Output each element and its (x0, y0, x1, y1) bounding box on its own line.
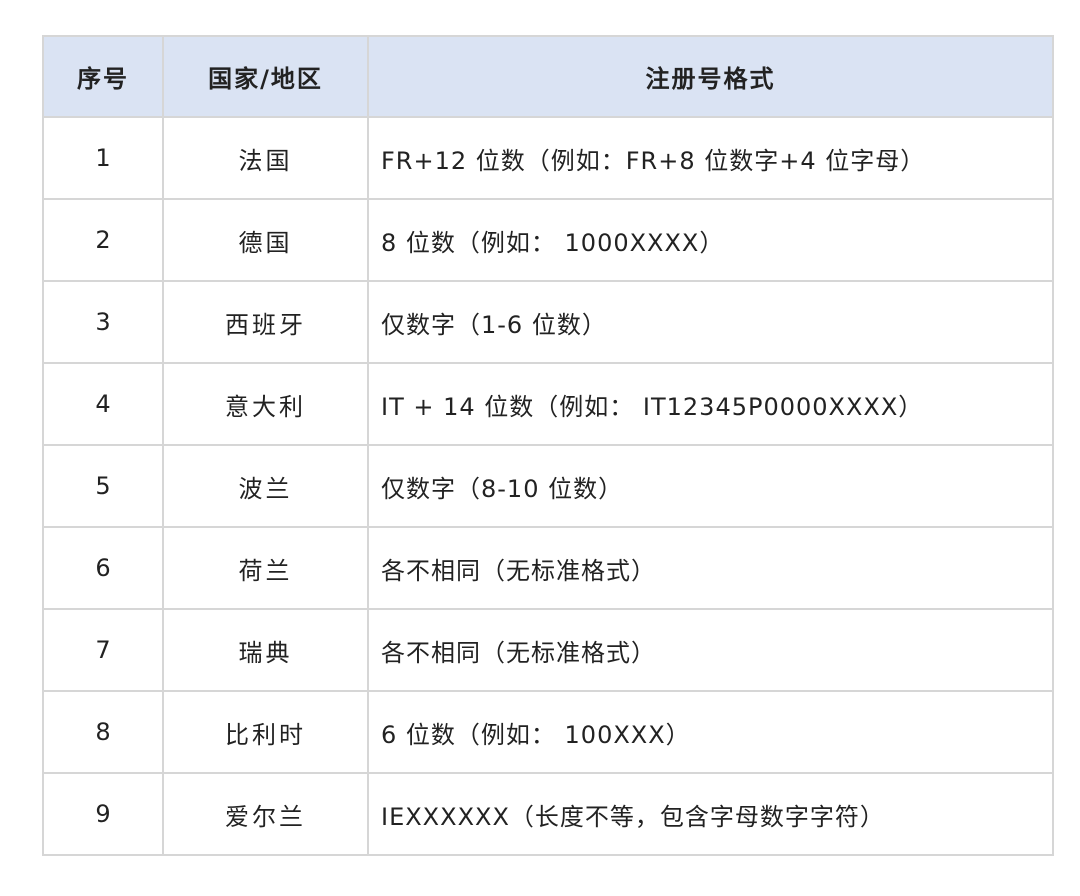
cell-index: 9 (42, 772, 164, 856)
cell-format: 各不相同（无标准格式） (367, 526, 1054, 610)
table-row: 2 德国 8 位数（例如： 1000XXXX） (42, 198, 1054, 282)
cell-format: 仅数字（8-10 位数） (367, 444, 1054, 528)
cell-country: 德国 (162, 198, 369, 282)
cell-country: 荷兰 (162, 526, 369, 610)
table-row: 6 荷兰 各不相同（无标准格式） (42, 526, 1054, 610)
cell-index: 1 (42, 116, 164, 200)
table-header-row: 序号 国家/地区 注册号格式 (42, 35, 1054, 118)
table-row: 3 西班牙 仅数字（1-6 位数） (42, 280, 1054, 364)
cell-format: FR+12 位数（例如：FR+8 位数字+4 位字母） (367, 116, 1054, 200)
cell-index: 2 (42, 198, 164, 282)
cell-format: 仅数字（1-6 位数） (367, 280, 1054, 364)
cell-country: 比利时 (162, 690, 369, 774)
cell-index: 3 (42, 280, 164, 364)
header-index: 序号 (42, 35, 164, 118)
cell-index: 4 (42, 362, 164, 446)
cell-country: 瑞典 (162, 608, 369, 692)
cell-format: IEXXXXXX（长度不等，包含字母数字字符） (367, 772, 1054, 856)
table-row: 7 瑞典 各不相同（无标准格式） (42, 608, 1054, 692)
cell-format: 8 位数（例如： 1000XXXX） (367, 198, 1054, 282)
cell-index: 7 (42, 608, 164, 692)
cell-country: 爱尔兰 (162, 772, 369, 856)
cell-country: 波兰 (162, 444, 369, 528)
table-row: 8 比利时 6 位数（例如： 100XXX） (42, 690, 1054, 774)
cell-country: 法国 (162, 116, 369, 200)
table-row: 1 法国 FR+12 位数（例如：FR+8 位数字+4 位字母） (42, 116, 1054, 200)
cell-country: 西班牙 (162, 280, 369, 364)
header-country: 国家/地区 (162, 35, 369, 118)
header-format: 注册号格式 (367, 35, 1054, 118)
cell-format: 6 位数（例如： 100XXX） (367, 690, 1054, 774)
table-row: 9 爱尔兰 IEXXXXXX（长度不等，包含字母数字字符） (42, 772, 1054, 856)
cell-index: 5 (42, 444, 164, 528)
table-row: 4 意大利 IT + 14 位数（例如： IT12345P0000XXXX） (42, 362, 1054, 446)
table-row: 5 波兰 仅数字（8-10 位数） (42, 444, 1054, 528)
cell-index: 8 (42, 690, 164, 774)
registration-format-table: 序号 国家/地区 注册号格式 1 法国 FR+12 位数（例如：FR+8 位数字+4… (42, 35, 1054, 856)
cell-format: IT + 14 位数（例如： IT12345P0000XXXX） (367, 362, 1054, 446)
cell-index: 6 (42, 526, 164, 610)
cell-format: 各不相同（无标准格式） (367, 608, 1054, 692)
cell-country: 意大利 (162, 362, 369, 446)
